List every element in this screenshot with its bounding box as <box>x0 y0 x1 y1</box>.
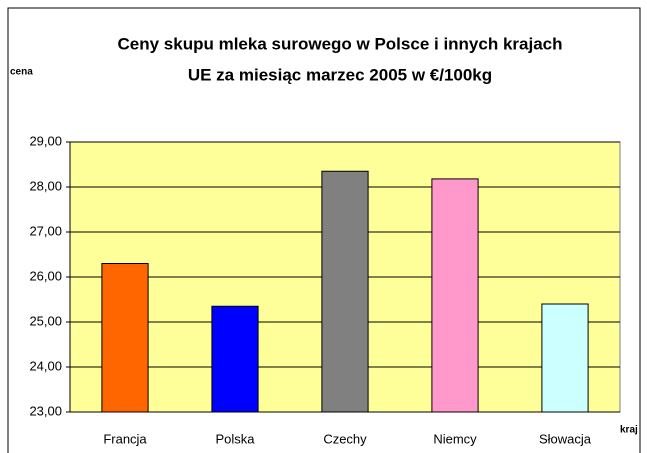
y-tick-label: 27,00 <box>29 223 62 238</box>
bar <box>541 303 589 413</box>
bar <box>211 305 259 413</box>
y-tick-label: 23,00 <box>29 403 62 418</box>
bar <box>431 178 479 413</box>
y-tick-label: 29,00 <box>29 133 62 148</box>
x-tick-label: Niemcy <box>433 431 477 446</box>
chart-title: UE za miesiąc marzec 2005 w €/100kg <box>188 65 492 84</box>
x-tick-label: Słowacja <box>539 431 592 446</box>
y-tick-label: 26,00 <box>29 268 62 283</box>
chart-title: Ceny skupu mleka surowego w Polsce i inn… <box>118 34 563 53</box>
y-axis-label: cena <box>10 67 33 78</box>
x-tick-label: Polska <box>215 431 255 446</box>
y-tick-label: 28,00 <box>29 178 62 193</box>
y-tick-label: 25,00 <box>29 313 62 328</box>
x-axis-label: kraj <box>620 425 638 436</box>
y-tick-label: 24,00 <box>29 358 62 373</box>
x-tick-label: Czechy <box>323 431 367 446</box>
bar <box>101 263 149 413</box>
bar <box>321 170 369 413</box>
x-tick-label: Francja <box>103 431 147 446</box>
